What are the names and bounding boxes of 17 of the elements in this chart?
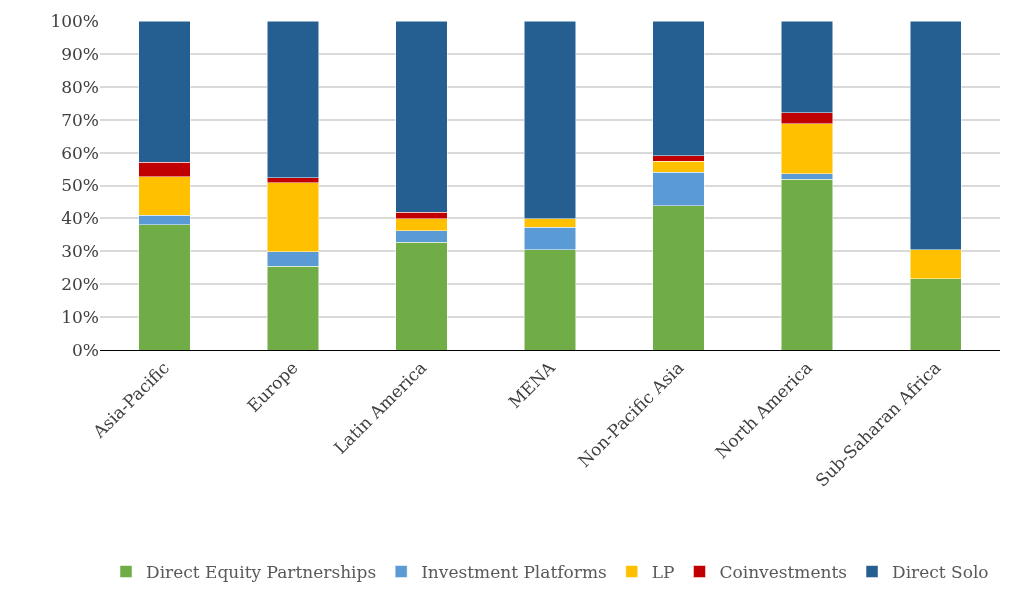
y-tick-label: 100% <box>50 10 99 31</box>
y-tick-label: 70% <box>61 109 99 130</box>
y-tick-label: 20% <box>61 274 99 295</box>
y-tick-label: 50% <box>61 175 99 196</box>
legend-label: LP <box>651 562 675 583</box>
y-tick-label: 90% <box>61 43 99 64</box>
bar <box>266 21 319 179</box>
y-tick-label: 60% <box>61 142 99 163</box>
y-tick-label: 30% <box>61 241 99 262</box>
y-tick-label: 0% <box>72 339 99 360</box>
y-tick-label: 40% <box>61 208 99 229</box>
legend-label: Investment Platforms <box>421 562 607 583</box>
y-tick-label: 80% <box>61 76 99 97</box>
legend-label: Coinvestments <box>719 562 848 583</box>
legend-label: Direct Solo <box>892 562 989 583</box>
legend-label: Direct Equity Partnerships <box>146 562 377 583</box>
y-tick-label: 10% <box>61 307 99 328</box>
